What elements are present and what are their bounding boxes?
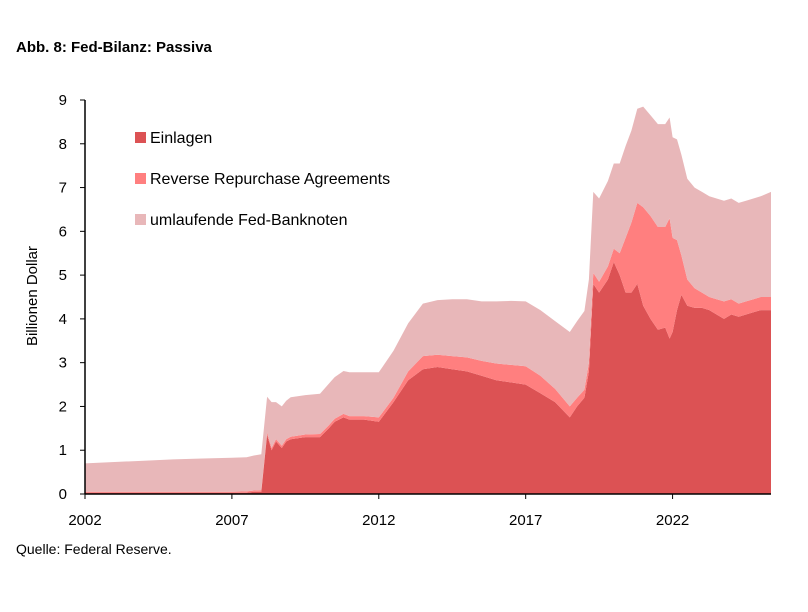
legend-label: Reverse Repurchase Agreements [150,171,390,188]
y-tick-label: 3 [59,355,67,372]
legend: Einlagen Reverse Repurchase Agreements uml… [135,130,390,229]
source-note: Quelle: Federal Reserve. [16,541,172,557]
x-tick-label: 2012 [362,512,395,529]
y-tick-label: 6 [59,223,67,240]
y-tick-labels: 0 1 2 3 4 5 6 7 8 9 [59,92,67,503]
x-tick-labels: 2002 2007 2012 2017 2022 [68,512,689,529]
area-series-1 [85,262,771,494]
x-tick-label: 2017 [509,512,542,529]
y-tick-label: 5 [59,267,67,284]
y-tick-label: 9 [59,92,67,109]
x-tick-label: 2022 [656,512,689,529]
y-tick-label: 1 [59,442,67,459]
legend-swatch [135,214,146,225]
y-tick-label: 7 [59,180,67,197]
legend-swatch [135,132,146,143]
y-tick-label: 0 [59,486,67,503]
y-tick-label: 4 [59,311,67,328]
y-tick-label: 2 [59,398,67,415]
legend-label: Einlagen [150,130,212,147]
y-axis-label: Billionen Dollar [24,246,41,346]
x-tick-label: 2007 [215,512,248,529]
y-tick-label: 8 [59,136,67,153]
chart-title: Abb. 8: Fed-Bilanz: Passiva [16,39,212,56]
x-tick-label: 2002 [68,512,101,529]
area-series-3 [85,106,771,492]
area-layers [85,106,771,494]
axes [80,99,771,499]
legend-label: umlaufende Fed-Banknoten [150,212,347,229]
legend-swatch [135,173,146,184]
